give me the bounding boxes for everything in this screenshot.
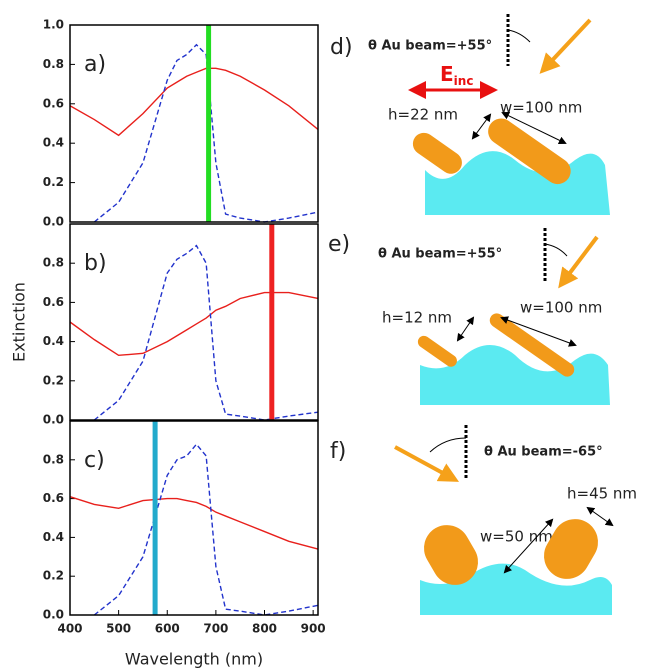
panel-label: d) [330,35,353,60]
nanoparticle [424,525,478,585]
beam-angle: θ Au beam=-65° [484,445,603,460]
y-tick-label: 0.8 [43,256,64,270]
x-tick-label: 700 [203,622,228,636]
y-tick-label: 1.0 [43,18,64,32]
width-label: w=50 nm [480,528,553,546]
beam-angle: θ Au beam=+55° [368,39,492,54]
y-tick-label: 0.0 [43,608,64,622]
y-tick-label: 0.6 [43,295,64,309]
width-label: w=100 nm [520,299,602,317]
beam-arrow [558,235,599,289]
dim-arrow [500,316,577,347]
y-tick-label: 0.2 [43,175,64,189]
y-tick-label: 0.4 [43,334,64,348]
nanorod [412,132,462,174]
x-tick-label: 900 [301,622,326,636]
y-tick-label: 0.4 [43,530,64,544]
substrate [420,345,610,405]
x-axis-label: Wavelength (nm) [125,650,263,669]
field-label: Einc [440,62,473,88]
angle-arc [507,29,531,43]
x-tick-label: 500 [106,622,131,636]
y-axis-label: Extinction [10,282,29,362]
series-line [93,244,319,421]
beam-angle: θ Au beam=+55° [378,247,502,262]
y-tick-label: 0.0 [43,413,64,427]
plot-frame [69,223,319,421]
panel-label: b) [84,251,107,276]
series-line [93,443,319,616]
dim-arrow [456,316,475,342]
dim-arrow [501,112,567,144]
panel-label: c) [84,448,105,473]
width-label: w=100 nm [500,99,582,117]
diagrams: d) θ Au beam=+55° Einc h=22 nm w=100 nm … [328,14,637,615]
panel-label: f) [330,439,346,464]
beam-arrow [539,18,592,74]
series-line [69,495,319,550]
field-subscript: inc [454,74,474,88]
series-line [69,291,319,357]
series-line [93,43,319,223]
x-tick-label: 800 [252,622,277,636]
substrate [425,151,610,215]
y-tick-label: 0.2 [43,373,64,387]
plot-frame [69,24,319,223]
y-tick-label: 0.0 [43,215,64,229]
y-tick-label: 0.6 [43,96,64,110]
angle-arc [544,243,568,257]
height-label: h=12 nm [382,309,452,327]
x-tick-label: 600 [155,622,180,636]
series-line [69,67,319,137]
y-tick-label: 0.6 [43,491,64,505]
height-label: h=45 nm [567,485,637,503]
panel-label: a) [84,52,106,77]
y-tick-label: 0.8 [43,57,64,71]
nanoparticle [544,519,598,579]
height-label: h=22 nm [388,106,458,124]
nanorod [417,335,457,367]
angle-arc [429,437,467,453]
x-tick-label: 400 [57,622,82,636]
y-tick-label: 0.2 [43,569,64,583]
dim-arrow [471,113,492,140]
panel-label: e) [328,232,350,257]
beam-arrow [394,445,460,482]
dim-arrow [503,518,554,574]
dim-arrow [586,506,614,527]
y-tick-label: 0.8 [43,452,64,466]
plot-frame [69,420,319,616]
field-symbol: E [440,62,454,86]
y-tick-label: 0.4 [43,136,64,150]
